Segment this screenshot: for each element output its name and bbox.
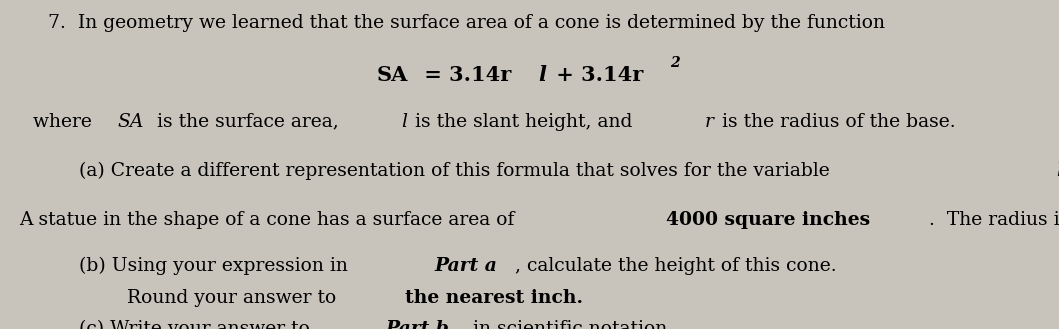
- Text: 7.  In geometry we learned that the surface area of a cone is determined by the : 7. In geometry we learned that the surfa…: [48, 14, 884, 32]
- Text: SA: SA: [118, 113, 143, 131]
- Text: l: l: [538, 64, 546, 85]
- Text: r: r: [705, 113, 714, 131]
- Text: where: where: [34, 113, 98, 131]
- Text: = 3.14r: = 3.14r: [417, 64, 511, 85]
- Text: , calculate the height of this cone.: , calculate the height of this cone.: [516, 257, 837, 275]
- Text: + 3.14r: + 3.14r: [549, 64, 643, 85]
- Text: Part b: Part b: [385, 320, 449, 329]
- Text: is the surface area,: is the surface area,: [151, 113, 345, 131]
- Text: .  The radius is: . The radius is: [930, 211, 1059, 229]
- Text: l: l: [401, 113, 407, 131]
- Text: 2: 2: [670, 57, 680, 70]
- Text: Round your answer to: Round your answer to: [127, 289, 342, 307]
- Text: (b) Using your expression in: (b) Using your expression in: [79, 257, 355, 275]
- Text: is the radius of the base.: is the radius of the base.: [717, 113, 956, 131]
- Text: (c) Write your answer to: (c) Write your answer to: [79, 320, 317, 329]
- Text: is the slant height, and: is the slant height, and: [409, 113, 639, 131]
- Text: the nearest inch.: the nearest inch.: [405, 289, 582, 307]
- Text: l: l: [1056, 162, 1059, 180]
- Text: 4000 square inches: 4000 square inches: [666, 211, 870, 229]
- Text: (a) Create a different representation of this formula that solves for the variab: (a) Create a different representation of…: [79, 162, 837, 180]
- Text: A statue in the shape of a cone has a surface area of: A statue in the shape of a cone has a su…: [19, 211, 520, 229]
- Text: in scientific notation.: in scientific notation.: [467, 320, 674, 329]
- Text: Part a: Part a: [434, 257, 497, 275]
- Text: SA: SA: [376, 64, 408, 85]
